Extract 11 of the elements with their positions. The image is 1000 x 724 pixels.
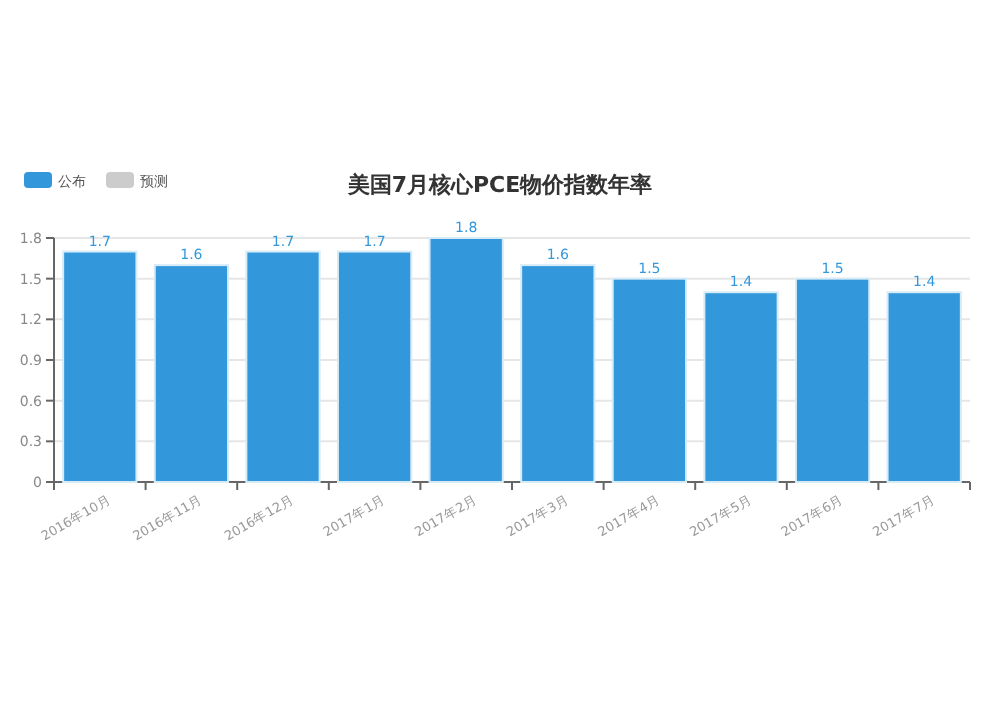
chart-title: 美国7月核心PCE物价指数年率 xyxy=(345,172,653,198)
bar xyxy=(703,291,779,483)
bar xyxy=(611,277,688,483)
bar xyxy=(520,264,596,483)
bar xyxy=(886,291,962,483)
bar xyxy=(336,250,413,483)
bar xyxy=(153,264,230,483)
bar xyxy=(62,250,138,483)
bar xyxy=(794,277,871,483)
bar xyxy=(245,250,321,483)
bar xyxy=(428,237,504,483)
